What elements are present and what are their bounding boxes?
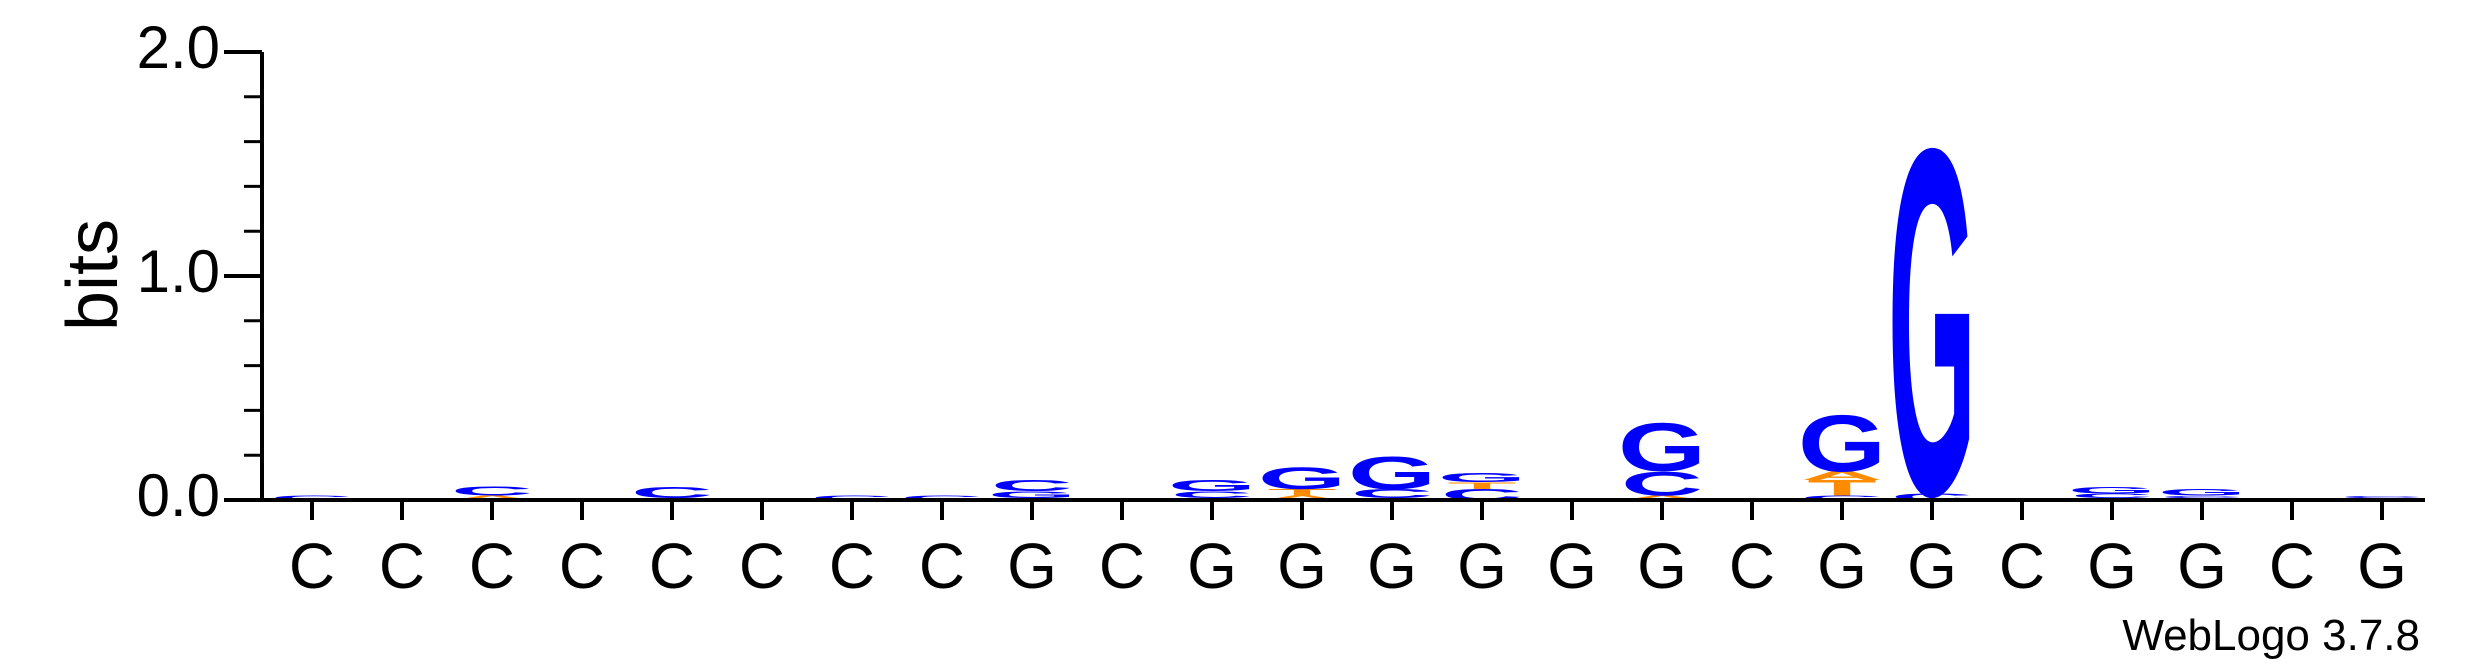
logo-letter-C: C bbox=[1801, 494, 1883, 501]
y-tick-label: 2.0 bbox=[137, 14, 220, 81]
logo-letter-C: C bbox=[1621, 464, 1703, 502]
x-tick-label: G bbox=[1547, 530, 1597, 602]
x-tick-label: G bbox=[1007, 530, 1057, 602]
logo-letter-G: G bbox=[1168, 477, 1256, 494]
x-tick-label: G bbox=[2087, 530, 2137, 602]
logo-letter-G: G bbox=[1348, 447, 1436, 499]
x-tick-label: C bbox=[919, 530, 965, 602]
weblogo-version-label: WebLogo 3.7.8 bbox=[2122, 611, 2420, 660]
logo-letter-G: G bbox=[1798, 398, 1886, 488]
logo-letter-G: G bbox=[1438, 471, 1526, 485]
logo-letter-T: T bbox=[1807, 476, 1876, 500]
x-tick-label: C bbox=[649, 530, 695, 602]
x-tick-label: C bbox=[379, 530, 425, 602]
logo-letter-C: C bbox=[901, 494, 983, 501]
logo-letter-A: A bbox=[1801, 469, 1883, 483]
x-tick-label: C bbox=[1729, 530, 1775, 602]
logo-letter-A: A bbox=[1621, 494, 1703, 501]
x-tick-label: G bbox=[1907, 530, 1957, 602]
logo-letter-C: C bbox=[2341, 495, 2423, 498]
y-tick-label: 0.0 bbox=[137, 462, 220, 529]
logo-letter-G: G bbox=[988, 489, 1076, 499]
logo-letter-C: C bbox=[1891, 492, 1973, 502]
x-tick-label: G bbox=[1637, 530, 1687, 602]
x-tick-label: C bbox=[1999, 530, 2045, 602]
x-tick-label: G bbox=[2177, 530, 2227, 602]
logo-letter-C: C bbox=[1171, 489, 1253, 499]
logo-letter-G: G bbox=[1618, 409, 1706, 486]
x-tick-label: G bbox=[1817, 530, 1867, 602]
logo-letter-A: A bbox=[1261, 494, 1343, 501]
logo-letter-A: A bbox=[451, 494, 533, 501]
letter-stacks: CCACACCCAGCACGATGACGCTGACGCTAGCGACGACGAC bbox=[271, 47, 2423, 600]
axes: 0.01.02.0C C C C C C C C G C G G G G G G C G G C G G C G bbox=[137, 14, 2425, 602]
x-tick-label: C bbox=[289, 530, 335, 602]
logo-letter-C: C bbox=[2071, 492, 2153, 499]
x-tick-label: C bbox=[469, 530, 515, 602]
x-tick-label: C bbox=[739, 530, 785, 602]
x-tick-label: G bbox=[1367, 530, 1417, 602]
logo-letter-G: G bbox=[1258, 461, 1346, 496]
logo-letter-C: C bbox=[631, 484, 713, 501]
x-tick-label: G bbox=[2357, 530, 2407, 602]
x-tick-label: C bbox=[559, 530, 605, 602]
x-tick-label: G bbox=[1457, 530, 1507, 602]
logo-letter-T: T bbox=[1267, 487, 1336, 497]
logo-letter-C: C bbox=[2161, 495, 2243, 498]
logo-letter-C: C bbox=[451, 484, 533, 498]
logo-letter-G: G bbox=[2158, 487, 2246, 497]
y-tick-label: 1.0 bbox=[137, 238, 220, 305]
logo-letter-C: C bbox=[1351, 487, 1433, 501]
logo-letter-C: C bbox=[271, 494, 353, 501]
logo-letter-C: C bbox=[811, 494, 893, 501]
x-tick-label: C bbox=[2269, 530, 2315, 602]
x-tick-label: G bbox=[1277, 530, 1327, 602]
logo-letter-T: T bbox=[1447, 480, 1516, 490]
logo-letter-C: C bbox=[991, 477, 1073, 494]
x-tick-label: C bbox=[829, 530, 875, 602]
x-tick-label: G bbox=[1187, 530, 1237, 602]
logo-letter-G: G bbox=[2068, 485, 2156, 495]
x-tick-label: C bbox=[1099, 530, 1145, 602]
y-axis-label: bits bbox=[53, 219, 133, 331]
